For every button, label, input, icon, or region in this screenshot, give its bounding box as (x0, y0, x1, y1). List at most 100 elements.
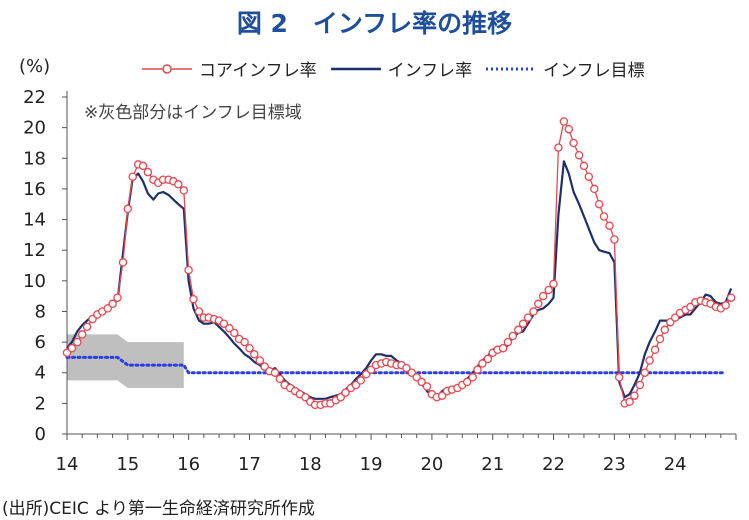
chart-note: ※灰色部分はインフレ目標域 (84, 103, 302, 123)
core-point (630, 391, 639, 400)
core-point (417, 377, 426, 387)
y-tick-label: 10 (23, 271, 46, 292)
y-tick-label: 2 (35, 393, 46, 414)
chart-title: 図 2 インフレ率の推移 (236, 9, 513, 38)
legend-core-marker (142, 63, 192, 74)
core-point (614, 373, 624, 382)
x-tick-label: 21 (481, 454, 504, 475)
x-tick-label: 15 (116, 454, 139, 475)
core-point (468, 373, 477, 382)
core-point (143, 167, 153, 177)
core-point (275, 374, 285, 384)
core-point (422, 382, 432, 391)
core-point (483, 354, 493, 364)
core-point (508, 331, 518, 341)
target-band (67, 334, 184, 389)
core-point (73, 337, 82, 347)
core-point (230, 328, 239, 338)
core-point (594, 199, 604, 209)
core-point (402, 363, 411, 373)
core-point (605, 221, 614, 230)
y-tick-label: 16 (23, 179, 46, 200)
legend-target-label: インフレ目標 (543, 61, 645, 81)
core-point (123, 204, 133, 214)
core-point (544, 285, 553, 295)
core-point (514, 325, 523, 335)
core-point (523, 313, 533, 322)
core-point (534, 299, 543, 309)
y-tick-label: 12 (23, 240, 46, 261)
core-point (640, 368, 650, 377)
x-tick-label: 22 (542, 454, 565, 475)
x-tick-label: 19 (360, 454, 383, 475)
core-point (726, 293, 736, 302)
core-point (625, 397, 634, 407)
core-point (138, 161, 148, 171)
x-tick-label: 14 (56, 454, 79, 475)
core-point (250, 350, 259, 359)
core-point (518, 319, 528, 328)
legend-headline-label: インフレ率 (387, 61, 473, 81)
core-point (189, 294, 198, 304)
core-point (650, 345, 660, 355)
core-point (77, 330, 87, 339)
y-tick-label: 14 (23, 210, 46, 231)
legend-headline-marker (330, 67, 381, 70)
core-point (549, 279, 558, 289)
core-point (610, 235, 619, 244)
core-point (503, 337, 513, 347)
target-band-area (67, 334, 184, 389)
x-tick-label: 23 (603, 454, 626, 475)
legend-item-headline: インフレ率 (329, 56, 473, 81)
core-point (579, 161, 589, 171)
core-point (645, 356, 654, 365)
core-point (113, 293, 122, 302)
core-point (559, 117, 569, 126)
core-point (660, 325, 670, 335)
legend-item-target: インフレ目標 (484, 56, 645, 81)
x-tick-label: 18 (299, 454, 322, 475)
core-point (179, 186, 189, 195)
legend: コアインフレ率 インフレ率 インフレ目標 (140, 56, 657, 81)
core-point (599, 212, 609, 221)
core-point (356, 376, 366, 385)
core-point (574, 150, 584, 160)
core-point (67, 343, 77, 353)
core-point (721, 301, 730, 310)
y-tick-label: 22 (23, 87, 46, 108)
y-tick-label: 4 (35, 363, 46, 384)
y-tick-label: 0 (35, 424, 46, 445)
core-point (245, 343, 254, 353)
core-point (498, 343, 508, 353)
core-point (584, 172, 594, 181)
core-point (118, 258, 128, 267)
core-point (478, 359, 487, 368)
core-point (564, 124, 574, 134)
y-tick-label: 8 (35, 301, 46, 322)
core-point (529, 307, 538, 316)
x-tick-label: 24 (664, 454, 687, 475)
core-point (270, 368, 280, 377)
core-point (341, 388, 350, 397)
source-note: (出所)CEIC より第一生命経済研究所作成 (2, 499, 315, 519)
core-point (184, 265, 193, 275)
core-point (82, 322, 92, 332)
core-point (108, 299, 117, 309)
legend-core-label: コアインフレ率 (199, 61, 317, 81)
core-point (194, 307, 204, 316)
core-point (219, 319, 229, 328)
core-point (462, 377, 472, 387)
x-tick-label: 17 (238, 454, 261, 475)
core-point (538, 291, 548, 301)
x-tick-label: 16 (177, 454, 200, 475)
core-point (128, 172, 137, 181)
core-point (255, 356, 265, 365)
core-point (590, 184, 599, 194)
series (62, 117, 736, 410)
core-point (473, 365, 482, 374)
y-tick-label: 6 (35, 332, 46, 353)
y-tick-label: 18 (23, 148, 46, 169)
core-point (569, 138, 578, 148)
core-point (240, 337, 249, 347)
